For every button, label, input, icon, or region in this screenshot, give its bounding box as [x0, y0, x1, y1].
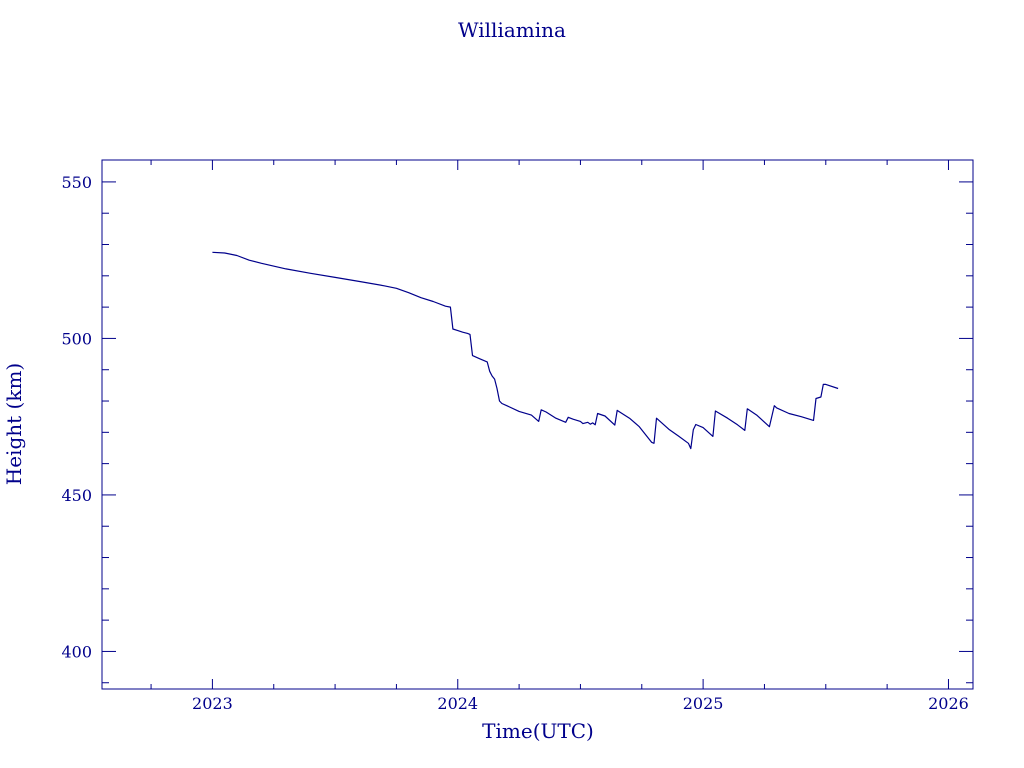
y-tick-label: 550 — [61, 173, 92, 192]
y-axis-label: Height (km) — [2, 363, 26, 485]
x-axis-label: Time(UTC) — [482, 719, 594, 743]
axis-tick-labels: 2023 2024 2025 2026 400 450 500 550 — [61, 173, 968, 713]
height-series-line — [212, 251, 839, 450]
y-tick-label: 500 — [61, 329, 92, 348]
x-tick-label: 2025 — [683, 694, 724, 713]
chart-title: Williamina — [458, 18, 566, 42]
x-tick-label: 2024 — [437, 694, 478, 713]
y-tick-label: 400 — [61, 642, 92, 661]
axis-ticks — [102, 160, 973, 689]
x-tick-label: 2023 — [192, 694, 233, 713]
plot-frame — [101, 159, 974, 690]
y-tick-label: 450 — [61, 486, 92, 505]
x-tick-label: 2026 — [928, 694, 969, 713]
